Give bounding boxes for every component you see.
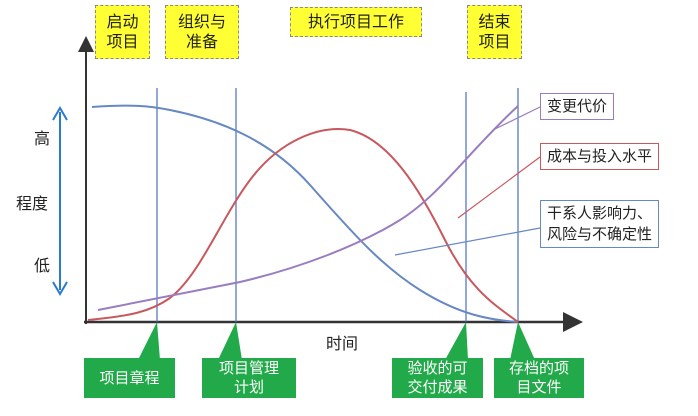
deliverable-archived-documents: 存档的项 目文件 — [494, 358, 584, 398]
deliverable-pointer — [138, 322, 160, 360]
stakeholder-risk-curve — [91, 104, 519, 323]
deliverable-project-charter: 项目章程 — [84, 358, 175, 398]
y-axis-label: 程度 — [16, 194, 49, 213]
change-cost-connector — [492, 106, 541, 131]
phase-close-project: 结束 项目 — [467, 5, 522, 59]
y-axis-low-label: 低 — [34, 256, 51, 275]
phase-execute-work: 执行项目工作 — [290, 7, 422, 37]
deliverable-pointer — [510, 322, 535, 360]
cost-staffing-connector — [457, 156, 541, 219]
phase-start-project: 启动 项目 — [95, 5, 150, 59]
deliverable-pointer — [218, 322, 242, 360]
x-axis-label: 时间 — [326, 334, 359, 353]
change-cost-curve — [97, 105, 519, 311]
deliverable-pm-plan: 项目管理 计划 — [202, 358, 296, 398]
legend-stakeholder-risk: 干系人影响力、 风险与不确定性 — [540, 200, 660, 248]
y-axis-high-label: 高 — [34, 129, 51, 148]
cost-staffing-curve — [87, 128, 519, 323]
legend-cost-staffing: 成本与投入水平 — [540, 143, 660, 170]
phase-organize-prepare: 组织与 准备 — [165, 5, 239, 59]
deliverable-pointer — [445, 322, 468, 360]
stakeholder-risk-connector — [394, 227, 541, 256]
level-arrow — [52, 106, 68, 296]
deliverable-accepted-deliverables: 验收的可 交付成果 — [392, 358, 483, 398]
legend-change-cost: 变更代价 — [540, 93, 615, 120]
